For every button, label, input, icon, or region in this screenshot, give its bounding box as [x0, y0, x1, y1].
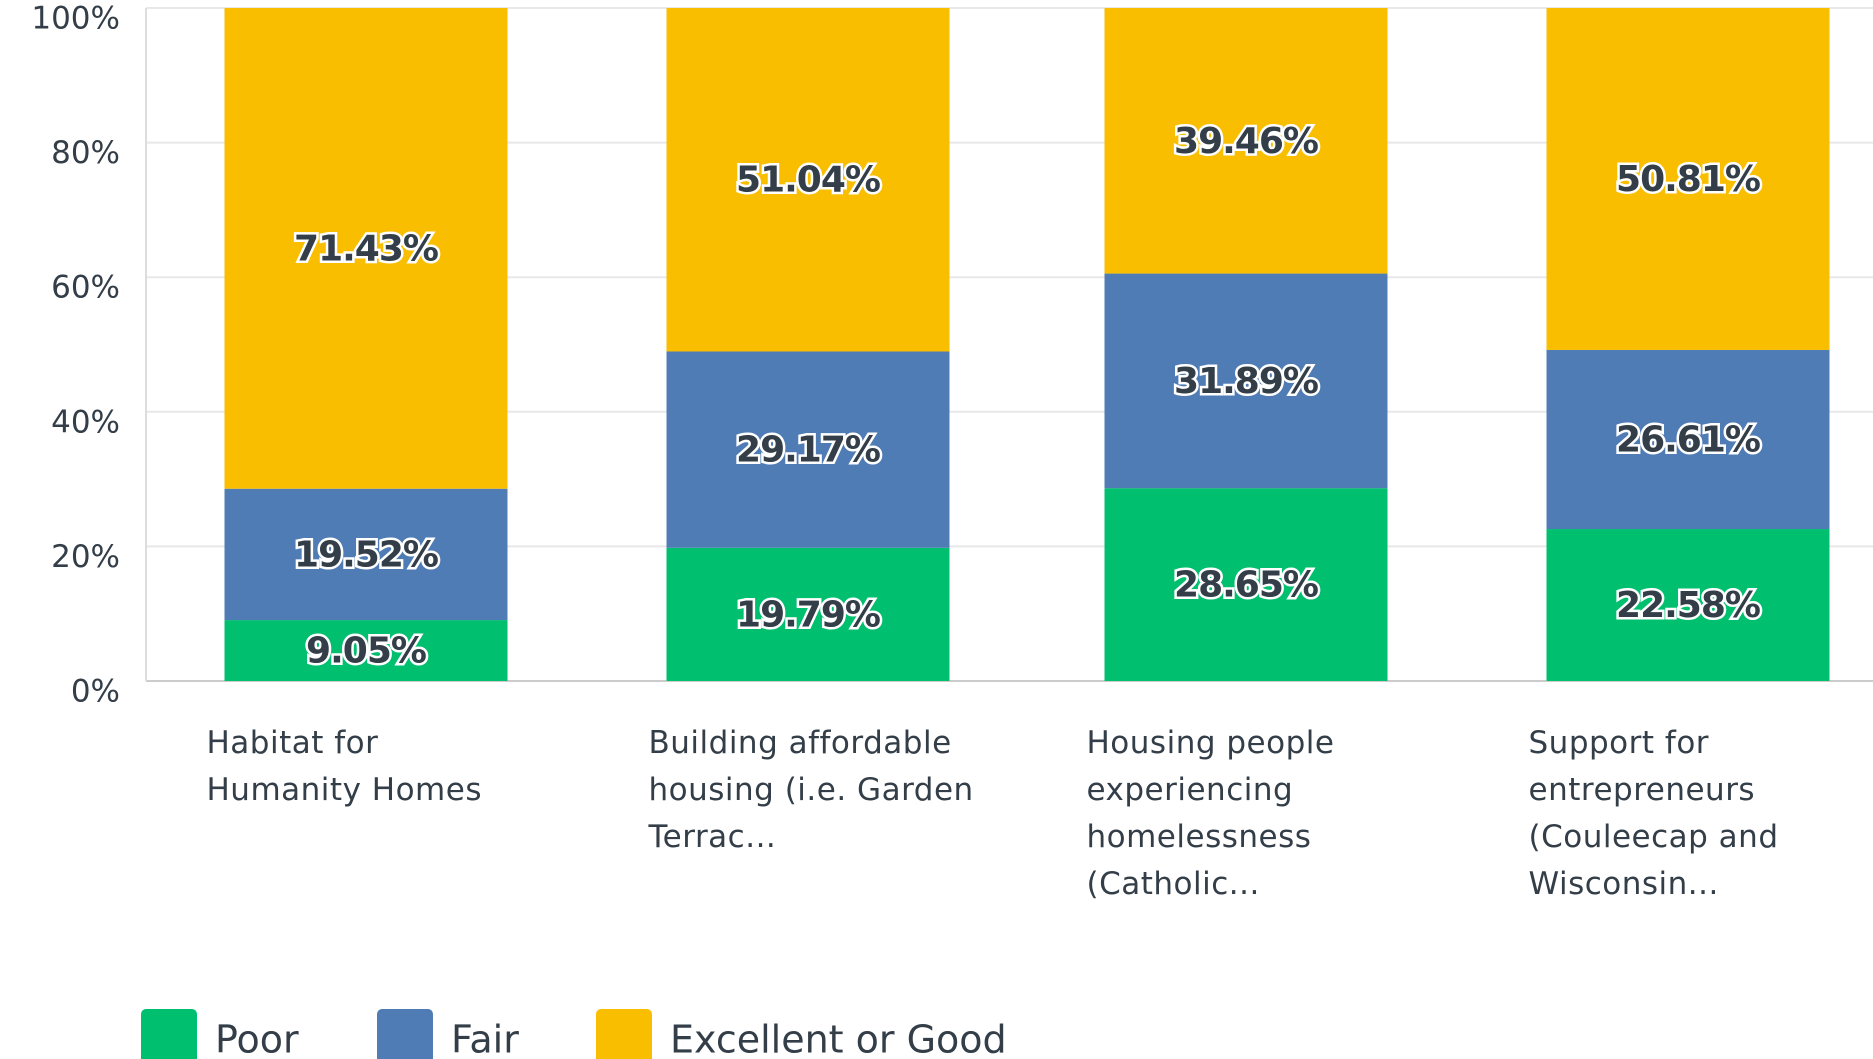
legend-swatch	[377, 1009, 433, 1059]
legend-label: Poor	[215, 1018, 299, 1059]
y-tick-label: 100%	[31, 1, 120, 37]
bar-segment	[1546, 529, 1830, 681]
data-label: 50.81%	[1616, 159, 1760, 200]
x-tick-label: Support for entrepreneurs (Couleecap and…	[1528, 725, 1779, 902]
legend-label: Excellent or Good	[670, 1018, 1007, 1059]
bar-segment	[1104, 273, 1388, 489]
bar-segment	[1104, 8, 1388, 274]
y-tick-label: 60%	[51, 270, 120, 306]
x-tick-label: Habitat for Humanity Homes	[206, 725, 482, 808]
bar-segment	[1104, 488, 1388, 681]
data-label: 19.79%	[736, 594, 880, 635]
data-label: 28.65%	[1174, 565, 1318, 606]
x-tick-label: Building affordable housing (i.e. Garden…	[648, 725, 974, 855]
data-label: 9.05%	[306, 631, 426, 672]
bar-segment	[1546, 8, 1830, 350]
y-tick-label: 40%	[51, 404, 120, 440]
bar-segment	[1546, 349, 1830, 530]
data-label: 31.89%	[1174, 361, 1318, 402]
data-label: 26.61%	[1616, 419, 1760, 460]
data-label: 22.58%	[1616, 585, 1760, 626]
y-tick-label: 80%	[51, 135, 120, 171]
bar-segment	[666, 547, 950, 681]
bar-segment	[224, 488, 508, 621]
legend-swatch	[141, 1009, 197, 1059]
data-label: 51.04%	[736, 160, 880, 201]
data-label: 29.17%	[736, 430, 880, 471]
x-tick-label: Housing people experiencing homelessness…	[1086, 725, 1335, 902]
bar-segment	[224, 8, 508, 489]
data-label: 71.43%	[294, 228, 438, 269]
data-label: 39.46%	[1174, 121, 1318, 162]
legend-label: Fair	[451, 1018, 519, 1059]
bar-segment	[224, 620, 508, 681]
bar-segment	[666, 8, 950, 352]
bar-segment	[666, 351, 950, 548]
y-tick-label: 20%	[51, 539, 120, 575]
data-label: 19.52%	[294, 534, 438, 575]
y-tick-label: 0%	[71, 674, 120, 710]
legend-swatch	[596, 1009, 652, 1059]
